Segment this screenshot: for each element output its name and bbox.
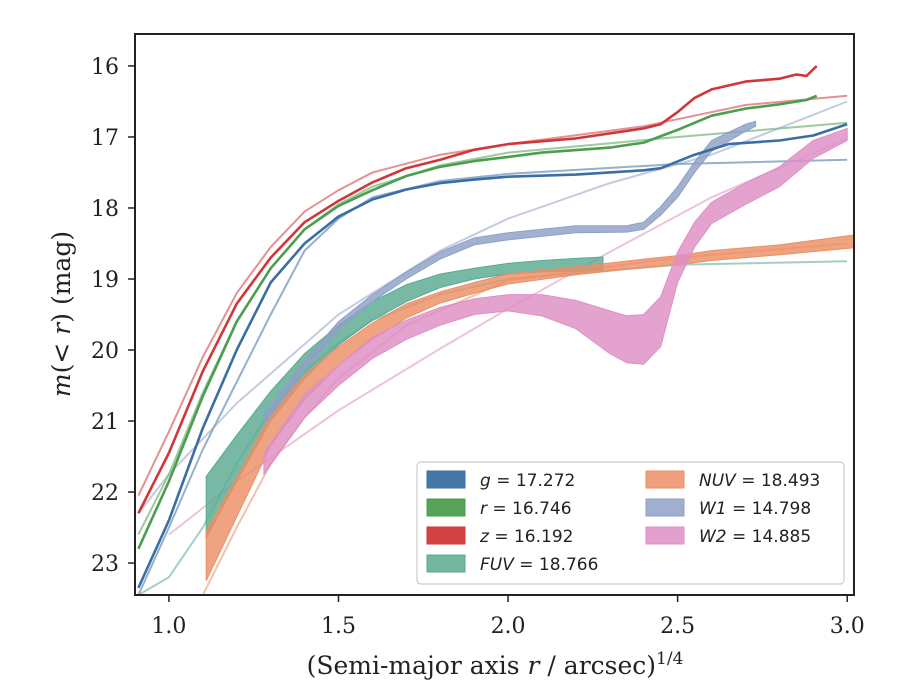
profile-line-r: [137, 94, 818, 550]
legend-label-nuv: NUV = 18.493: [699, 471, 820, 491]
profile-lines: [137, 65, 848, 589]
legend-swatch-r: [426, 498, 466, 517]
y-tick-label: 18: [91, 197, 119, 222]
legend-label-w1: W1 = 14.798: [699, 499, 811, 519]
legend-swatch-w2: [645, 526, 685, 545]
y-tick-label: 19: [91, 268, 119, 293]
legend-label-g: g = 17.272: [480, 471, 575, 491]
x-axis-label: (Semi-major axis r / arcsec)1/4: [307, 649, 684, 680]
legend-label-w2: W2 = 14.885: [699, 527, 811, 547]
y-tick-label: 20: [91, 339, 119, 364]
legend-swatch-nuv: [645, 470, 685, 489]
y-tick-label: 21: [91, 410, 119, 435]
plot-frame: [134, 33, 855, 596]
y-tick-label: 22: [91, 481, 119, 506]
x-tick-label: 3.0: [830, 614, 865, 639]
profile-line-z: [137, 65, 818, 514]
x-tick-label: 1.0: [151, 614, 186, 639]
legend-frame: [416, 461, 845, 585]
legend: g = 17.272 r = 16.746 z = 16.192 FUV = 18.7…: [416, 461, 845, 585]
legend-swatch-g: [426, 470, 466, 489]
legend-label-z: z = 16.192: [479, 527, 573, 547]
x-axis-ticks: 1.0 1.5 2.0 2.5 3.0: [151, 595, 865, 639]
legend-label-r: r = 16.746: [480, 499, 572, 519]
legend-swatch-fuv: [426, 554, 466, 573]
x-tick-label: 1.5: [321, 614, 356, 639]
y-tick-label: 16: [91, 55, 119, 80]
legend-swatch-w1: [645, 498, 685, 517]
model-curve-w1: [137, 100, 848, 514]
x-tick-label: 2.0: [491, 614, 526, 639]
profile-line-g: [137, 122, 848, 589]
legend-swatch-z: [426, 526, 466, 545]
y-tick-label: 17: [91, 126, 119, 151]
y-axis-label: m(< r) (mag): [47, 231, 76, 397]
model-curve-z: [137, 94, 848, 497]
y-tick-label: 23: [91, 552, 119, 577]
legend-label-fuv: FUV = 18.766: [480, 555, 598, 575]
x-tick-label: 2.5: [660, 614, 695, 639]
profile-band-w2: [263, 127, 848, 476]
y-axis-ticks: 16 17 18 19 20 21 22 23: [91, 55, 135, 577]
model-curve-g: [137, 158, 848, 595]
